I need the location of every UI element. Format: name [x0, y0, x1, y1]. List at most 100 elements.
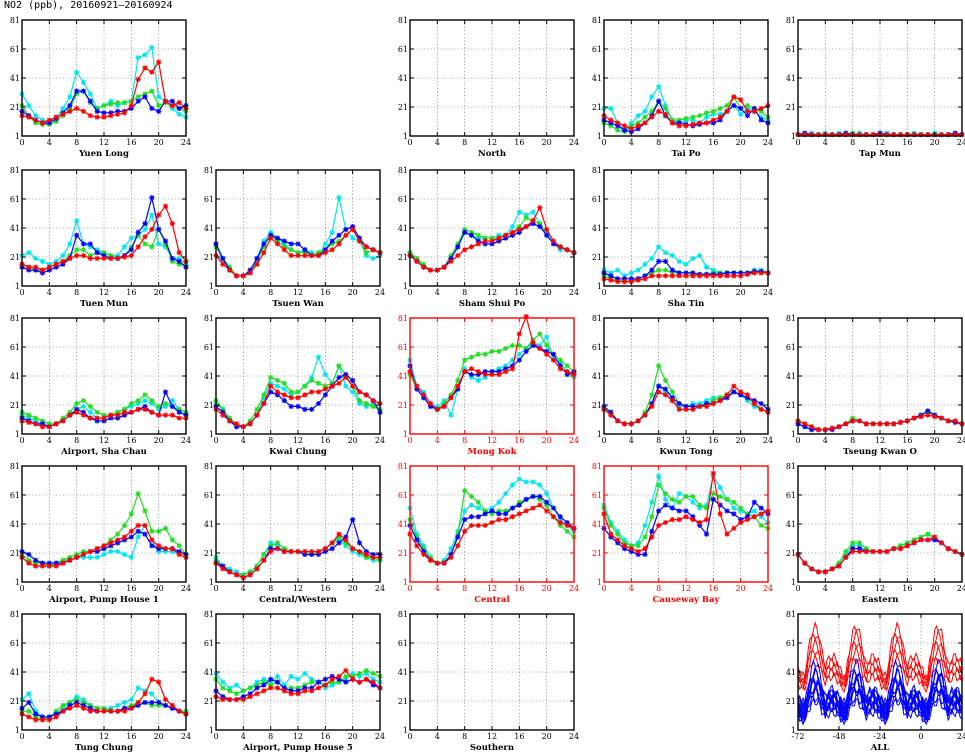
data-point-red: [697, 120, 703, 126]
data-point-blue: [621, 546, 628, 552]
x-tick-label: 24: [569, 584, 579, 593]
data-point-blue: [676, 400, 682, 407]
x-tick-label: 12: [681, 584, 691, 593]
data-point-green: [156, 528, 162, 534]
data-point-blue: [169, 403, 175, 410]
data-point-green: [621, 540, 628, 546]
data-point-red: [489, 371, 495, 378]
y-tick-label: 21: [398, 253, 408, 262]
y-tick-label: 1: [403, 726, 408, 735]
x-tick-label: 12: [487, 436, 497, 445]
data-point-blue: [503, 235, 509, 241]
data-point-green: [343, 540, 349, 546]
panel-title: Eastern: [862, 595, 899, 605]
data-point-cyan: [74, 694, 80, 700]
data-point-cyan: [496, 499, 502, 505]
data-point-blue: [135, 229, 141, 235]
x-tick-label: 4: [629, 288, 634, 297]
x-tick-label: 8: [462, 584, 467, 593]
data-point-blue: [642, 551, 648, 558]
x-tick-label: 4: [241, 584, 246, 593]
data-point-blue: [128, 247, 134, 253]
data-point-red: [281, 548, 287, 555]
y-tick-label: 1: [209, 578, 214, 587]
data-point-blue: [220, 255, 226, 262]
data-point-green: [274, 377, 281, 383]
data-point-cyan: [87, 554, 93, 560]
data-point-cyan: [121, 699, 128, 706]
data-point-blue: [758, 117, 764, 123]
data-point-green: [738, 505, 744, 511]
data-point-red: [350, 383, 356, 389]
data-point-blue: [268, 232, 274, 238]
data-point-blue: [448, 551, 454, 558]
data-point-red: [455, 383, 461, 389]
data-point-cyan: [690, 499, 696, 505]
data-point-blue: [482, 241, 488, 247]
data-point-red: [121, 534, 128, 540]
data-point-green: [448, 252, 454, 259]
data-point-green: [33, 560, 39, 566]
data-point-blue: [220, 409, 226, 415]
panel-title: Kwai Chung: [269, 447, 327, 457]
data-point-cyan: [642, 261, 648, 267]
data-point-red: [370, 554, 376, 560]
data-point-red: [550, 238, 557, 244]
panel-title: Tap Mun: [859, 149, 901, 159]
data-point-cyan: [142, 52, 148, 58]
data-point-blue: [101, 110, 107, 116]
data-point-blue: [557, 514, 563, 520]
data-point-cyan: [703, 264, 710, 270]
data-point-red: [220, 412, 226, 418]
y-tick-label: 21: [204, 549, 214, 558]
x-tick-label: 8: [268, 436, 273, 445]
data-point-red: [233, 421, 240, 427]
y-tick-label: 1: [15, 132, 20, 141]
data-point-green: [261, 679, 267, 685]
data-point-blue: [33, 557, 39, 563]
data-point-green: [281, 380, 287, 386]
data-point-red: [60, 111, 66, 117]
data-point-red: [496, 235, 502, 241]
y-tick-label: 21: [592, 401, 602, 410]
data-point-blue: [67, 102, 73, 109]
data-point-red: [448, 258, 454, 264]
data-point-cyan: [169, 398, 175, 404]
data-point-cyan: [635, 540, 641, 546]
data-point-blue: [135, 528, 141, 534]
panel-title: Sha Tin: [668, 299, 705, 309]
x-tick-label: 8: [462, 436, 467, 445]
data-point-red: [676, 406, 682, 412]
data-point-cyan: [608, 270, 614, 276]
data-point-cyan: [322, 685, 328, 691]
y-tick-label: 81: [204, 462, 214, 471]
data-point-green: [414, 255, 420, 262]
data-point-blue: [162, 238, 169, 244]
data-point-red: [288, 691, 294, 697]
data-point-red: [758, 406, 764, 412]
y-tick-label: 41: [204, 372, 214, 381]
data-point-red: [162, 98, 169, 104]
data-point-green: [489, 348, 495, 354]
data-point-red: [135, 244, 141, 250]
data-point-blue: [121, 537, 128, 543]
data-point-blue: [724, 395, 730, 401]
data-point-red: [649, 114, 655, 120]
data-point-red: [295, 252, 301, 259]
y-tick-label: 61: [204, 639, 214, 648]
data-point-blue: [468, 514, 475, 520]
data-point-blue: [503, 366, 509, 372]
data-point-red: [904, 543, 910, 549]
data-point-cyan: [121, 244, 128, 250]
panel-6: 0 4 8 12 16 20 24 1 21 41 61 81 Sham Shui Po: [398, 166, 579, 309]
data-point-cyan: [115, 252, 121, 259]
data-point-red: [608, 277, 614, 283]
data-point-green: [101, 102, 107, 109]
data-point-red: [94, 114, 100, 120]
data-point-blue: [350, 517, 356, 523]
data-point-red: [669, 273, 675, 279]
data-point-red: [128, 102, 134, 109]
data-point-blue: [550, 241, 557, 247]
data-point-blue: [621, 127, 628, 133]
data-point-cyan: [703, 398, 710, 404]
